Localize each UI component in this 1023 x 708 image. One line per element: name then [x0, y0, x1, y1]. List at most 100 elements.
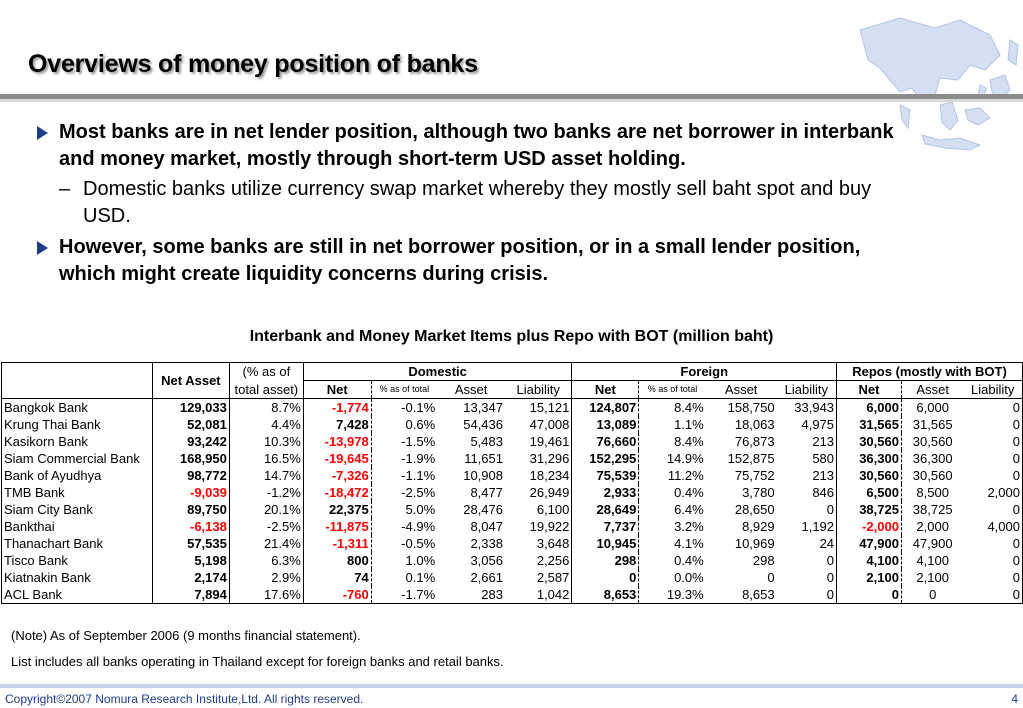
cell-domestic-net: 7,428: [303, 416, 372, 433]
cell-repos-liability: 0: [963, 586, 1023, 604]
cell-domestic-asset: 28,476: [463, 502, 503, 517]
cell-repos-net: 30,560: [836, 467, 902, 484]
table-row: Kasikorn Bank 93,242 10.3% -13,978 -1.5% 5,48…: [1, 433, 1023, 450]
header-repos: Repos (mostly with BOT): [836, 362, 1023, 381]
cell-repos-liability: 4,000: [963, 518, 1023, 535]
bullet-text: However, some banks are still in net bor…: [59, 236, 861, 285]
table-row: TMB Bank -9,039 -1.2% -18,472 -2.5% 8,477 26,9…: [1, 484, 1023, 501]
header-foreign-pct: % as of total: [647, 384, 698, 394]
cell-foreign-net: 13,089: [571, 416, 640, 433]
header-net-asset: Net Asset: [152, 362, 230, 399]
dash-bullet: –: [59, 178, 71, 200]
cell-foreign-pct: 3.2%: [674, 519, 704, 534]
cell-foreign-asset: 76,873: [734, 434, 775, 449]
cell-domestic-asset: 10,908: [463, 468, 503, 483]
cell-domestic-net: -19,645: [303, 450, 372, 467]
cell-foreign-liability: 0: [776, 552, 838, 569]
header-foreign-liability: Liability: [776, 380, 838, 399]
cell-domestic-pct: 5.0%: [405, 502, 436, 517]
cell-domestic-net: 22,375: [303, 501, 372, 518]
cell-repos-liability: 0: [963, 501, 1023, 518]
cell-repos-liability: 0: [963, 416, 1023, 433]
cell-foreign-net: 76,660: [571, 433, 640, 450]
cell-foreign-pct: 0.4%: [674, 553, 704, 568]
cell-domestic-net: -18,472: [303, 484, 372, 501]
table-row: Krung Thai Bank 52,081 4.4% 7,428 0.6% 54,436…: [1, 416, 1023, 433]
cell-repos-liability: 2,000: [963, 484, 1023, 501]
cell-foreign-pct: 0.4%: [674, 485, 704, 500]
cell-bank: Thanachart Bank: [1, 535, 153, 552]
cell-pct-total: 10.3%: [229, 433, 304, 450]
footer-bar: [0, 684, 1023, 688]
cell-domestic-asset: 2,338: [470, 536, 503, 551]
cell-domestic-asset: 8,477: [470, 485, 503, 500]
header-foreign: Foreign: [571, 362, 838, 381]
cell-domestic-net: -1,311: [303, 535, 372, 552]
cell-bank: Krung Thai Bank: [1, 416, 153, 433]
cell-domestic-liability: 19,922: [505, 518, 573, 535]
cell-foreign-net: 124,807: [571, 398, 640, 416]
header-foreign-net: Net: [571, 380, 640, 399]
bank-money-position-table: Net Asset (% as of Domestic Foreign Repo…: [1, 362, 1023, 604]
cell-foreign-asset: 8,653: [705, 586, 777, 604]
cell-foreign-asset: 18,063: [734, 417, 775, 432]
table-row: Siam Commercial Bank 168,950 16.5% -19,645 -…: [1, 450, 1023, 467]
bullet-item: However, some banks are still in net bor…: [37, 234, 917, 288]
cell-domestic-pct: -0.1%: [371, 398, 438, 416]
cell-foreign-liability: 0: [776, 569, 838, 586]
cell-net-asset: 7,894: [152, 586, 230, 604]
cell-foreign-liability: 580: [776, 450, 838, 467]
table-row: Siam City Bank 89,750 20.1% 22,375 5.0% 28,47…: [1, 501, 1023, 518]
cell-pct-total: 2.9%: [229, 569, 304, 586]
cell-repos-net: 6,500: [836, 484, 902, 501]
cell-domestic-net: -11,875: [303, 518, 372, 535]
table-header-row-2: total asset) Net % as of total Asset Lia…: [2, 380, 1023, 399]
cell-repos-liability: 0: [963, 535, 1023, 552]
cell-foreign-asset: 158,750: [705, 398, 777, 416]
cell-domestic-net: -13,978: [303, 433, 372, 450]
cell-repos-asset: 38,725: [912, 502, 953, 517]
cell-domestic-net: 800: [303, 552, 372, 569]
sub-bullet-text: Domestic banks utilize currency swap mar…: [83, 178, 872, 227]
cell-repos-asset: 31,565: [912, 417, 953, 432]
cell-net-asset: -9,039: [152, 484, 230, 501]
cell-domestic-liability: 1,042: [505, 586, 573, 604]
cell-foreign-liability: 0: [776, 586, 838, 604]
cell-pct-total: 20.1%: [229, 501, 304, 518]
cell-repos-asset: 6,000: [901, 398, 964, 416]
cell-foreign-liability: 4,975: [776, 416, 838, 433]
cell-domestic-liability: 15,121: [505, 398, 573, 416]
cell-domestic-pct: 0.1%: [405, 570, 436, 585]
cell-domestic-pct: -4.9%: [401, 519, 436, 534]
cell-foreign-asset: 75,752: [734, 468, 775, 483]
cell-bank: TMB Bank: [1, 484, 153, 501]
cell-foreign-liability: 0: [776, 501, 838, 518]
header-bank: [1, 362, 153, 399]
cell-domestic-pct: -1.7%: [371, 586, 438, 604]
cell-domestic-asset: 5,483: [470, 434, 503, 449]
cell-bank: Siam Commercial Bank: [1, 450, 153, 467]
note-scope: List includes all banks operating in Tha…: [11, 654, 504, 669]
cell-pct-total: 14.7%: [229, 467, 304, 484]
cell-pct-total: 17.6%: [229, 586, 304, 604]
table-row: Bankthai -6,138 -2.5% -11,875 -4.9% 8,047 19,9…: [1, 518, 1023, 535]
cell-net-asset: 129,033: [152, 398, 230, 416]
cell-repos-liability: 0: [963, 552, 1023, 569]
note-date: (Note) As of September 2006 (9 months fi…: [11, 628, 361, 643]
cell-domestic-pct: -2.5%: [401, 485, 436, 500]
cell-repos-net: 36,300: [836, 450, 902, 467]
bullet-list: Most banks are in net lender position, a…: [37, 119, 917, 288]
cell-foreign-net: 28,649: [571, 501, 640, 518]
header-repos-net: Net: [836, 380, 902, 399]
cell-foreign-net: 8,653: [571, 586, 640, 604]
cell-foreign-pct: 11.2%: [667, 468, 704, 483]
cell-repos-net: -2,000: [836, 518, 902, 535]
cell-foreign-net: 75,539: [571, 467, 640, 484]
cell-domestic-asset: 3,056: [470, 553, 503, 568]
cell-foreign-asset: 10,969: [734, 536, 775, 551]
cell-net-asset: 57,535: [152, 535, 230, 552]
cell-foreign-pct: 8.4%: [638, 398, 706, 416]
cell-bank: Siam City Bank: [1, 501, 153, 518]
cell-domestic-liability: 2,256: [505, 552, 573, 569]
header-domestic-net: Net: [303, 380, 372, 399]
